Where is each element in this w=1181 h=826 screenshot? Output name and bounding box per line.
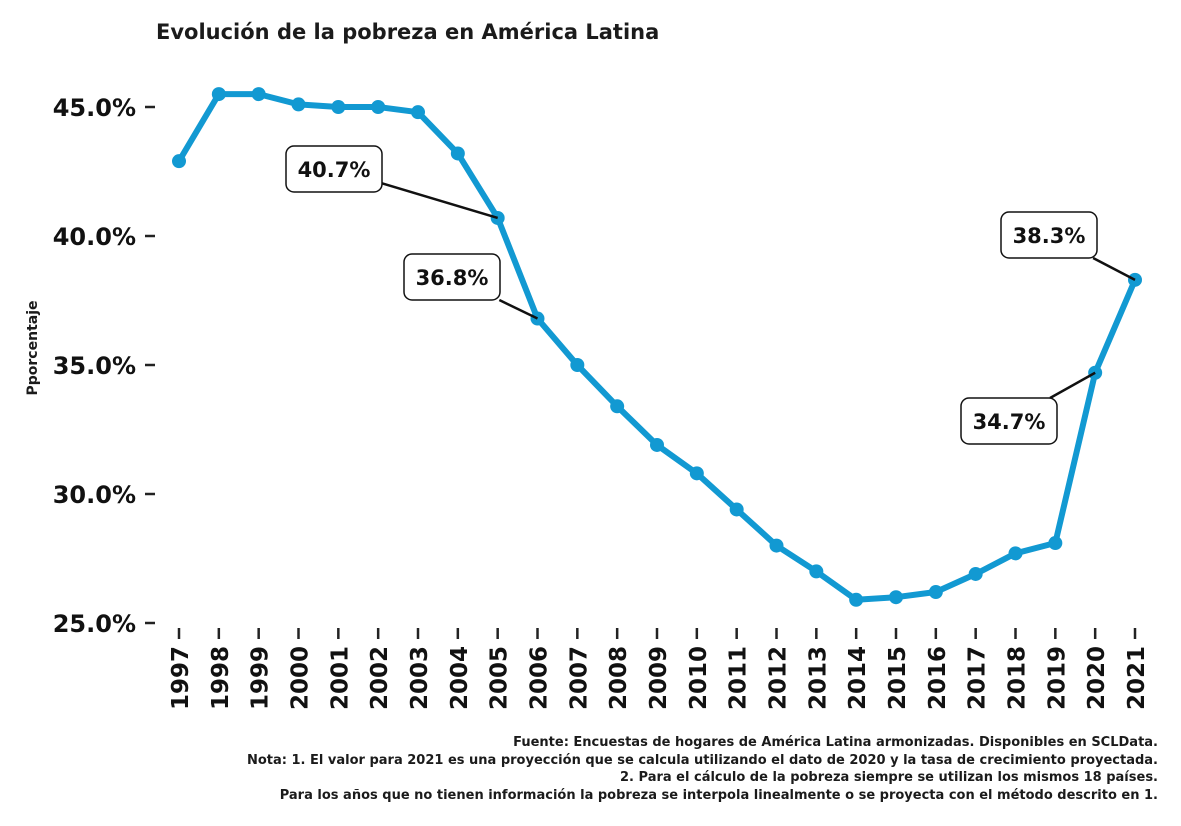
y-tick-label: 40.0% <box>53 223 136 251</box>
x-tick-label: 2021 <box>1124 646 1150 710</box>
x-tick-label: 2014 <box>845 646 871 710</box>
callout-label: 34.7% <box>973 410 1046 434</box>
x-tick-label: 2000 <box>288 646 314 710</box>
data-point <box>450 146 465 161</box>
data-point <box>689 466 704 481</box>
x-tick-label: 2010 <box>686 646 712 710</box>
callout-connector <box>1092 256 1136 281</box>
callout-label: 40.7% <box>298 158 371 182</box>
data-point <box>729 502 744 517</box>
y-tick-label: 25.0% <box>53 610 136 638</box>
data-point <box>570 358 585 372</box>
callout-connector <box>381 182 499 220</box>
x-tick-label: 2007 <box>566 646 592 710</box>
callout-box <box>285 145 383 193</box>
y-tick-label: 35.0% <box>53 352 136 380</box>
data-point <box>411 105 425 120</box>
x-tick-label: 2013 <box>805 646 831 710</box>
data-point <box>849 592 864 607</box>
x-tick-label: 1999 <box>248 646 274 710</box>
callouts: 40.7% 36.8% 34.7% 38.3% <box>285 145 1136 445</box>
x-tick-label: 2019 <box>1044 646 1070 710</box>
data-point <box>1048 536 1063 551</box>
callout-box <box>1000 211 1098 259</box>
axes: 25.0% 30.0% 35.0% 40.0% 45.0% 1997 1998 1999 200… <box>53 94 1150 710</box>
x-tick-label: 2011 <box>726 646 752 710</box>
data-point <box>211 87 226 102</box>
data-point <box>769 538 784 553</box>
x-tick-label: 2017 <box>965 646 991 710</box>
footnote-source: Fuente: Encuestas de hogares de América … <box>513 735 1158 750</box>
x-tick-label: 2001 <box>327 646 353 710</box>
data-point <box>809 564 824 579</box>
x-tick-label: 2003 <box>407 646 433 710</box>
footnote-note-3: Para los años que no tienen información … <box>279 787 1158 803</box>
x-tick-label: 2018 <box>1005 646 1031 710</box>
data-point <box>291 97 306 112</box>
x-tick-label: 2015 <box>885 646 911 710</box>
footnotes: Fuente: Encuestas de hogares de América … <box>247 734 1158 804</box>
data-point <box>650 437 664 452</box>
data-point <box>371 100 386 114</box>
footnote-note-1: Nota: 1. El valor para 2021 es una proye… <box>246 752 1158 768</box>
callout-connector <box>498 298 539 320</box>
footnote-note-2: 2. Para el cálculo de la pobreza siempre… <box>620 770 1158 785</box>
data-point <box>928 585 943 600</box>
x-tick-label: 1998 <box>208 646 234 710</box>
data-point <box>889 590 903 605</box>
data-point <box>968 566 983 581</box>
y-tick-label: 45.0% <box>53 94 136 122</box>
data-point <box>610 399 625 414</box>
callout-label: 38.3% <box>1013 224 1086 248</box>
data-point <box>1008 546 1023 561</box>
series-line-layer <box>172 87 1142 607</box>
callout-box <box>403 253 501 301</box>
x-tick-label: 2002 <box>367 646 393 710</box>
y-tick-label: 30.0% <box>53 481 136 509</box>
data-point <box>172 154 186 169</box>
callout-label: 36.8% <box>416 266 489 290</box>
x-tick-label: 1997 <box>168 646 194 710</box>
x-tick-label: 2012 <box>766 646 792 710</box>
x-tick-label: 2004 <box>447 646 473 710</box>
data-point <box>331 100 346 114</box>
x-tick-label: 2009 <box>646 646 672 710</box>
x-tick-label: 2020 <box>1084 646 1110 710</box>
chart-title: Evolución de la pobreza en América Latin… <box>156 20 660 44</box>
callout-box <box>960 397 1058 445</box>
x-tick-label: 2005 <box>487 646 513 710</box>
x-tick-label: 2008 <box>606 646 632 710</box>
callout-connector <box>1049 371 1096 400</box>
x-tick-label: 2016 <box>925 646 951 710</box>
data-point <box>251 87 266 102</box>
x-tick-label: 2006 <box>527 646 553 710</box>
